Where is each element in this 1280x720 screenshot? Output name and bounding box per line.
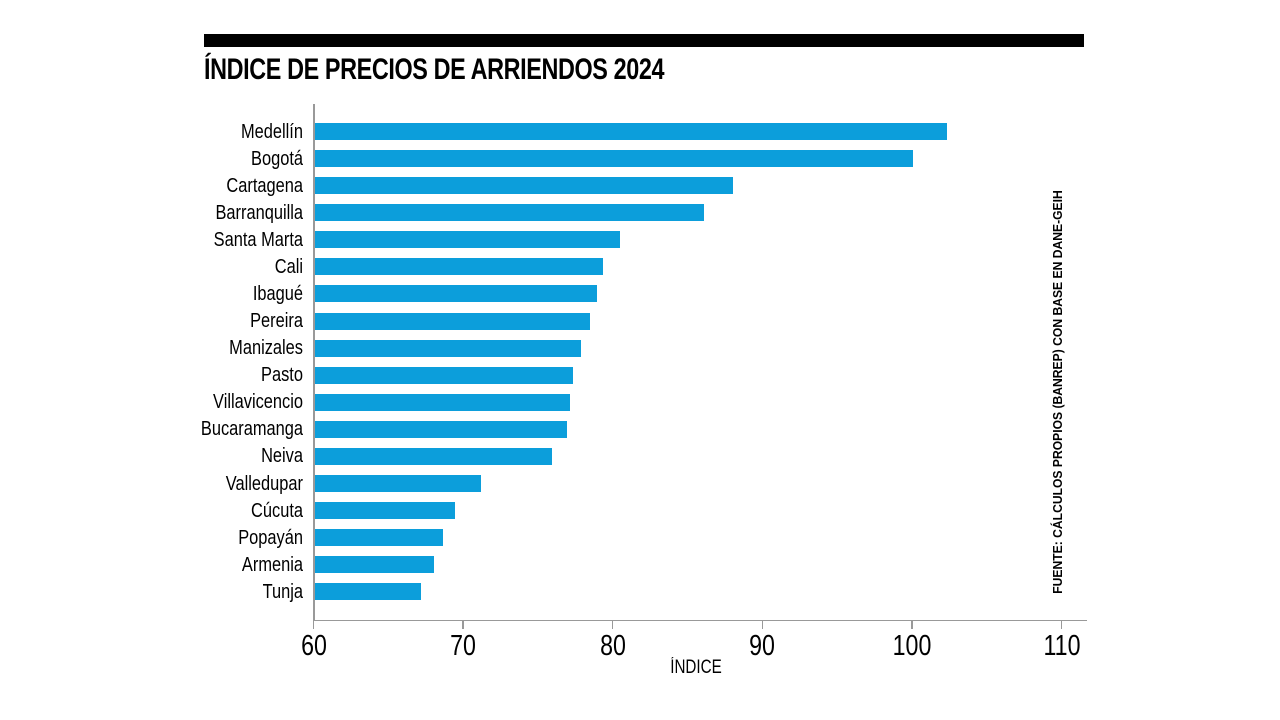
category-label: Santa Marta: [213, 228, 303, 251]
bar: [314, 420, 568, 438]
tick-mark: [611, 620, 614, 629]
category-label: Armenia: [241, 553, 303, 576]
chart-title: ÍNDICE DE PRECIOS DE ARRIENDOS 2024: [204, 53, 665, 86]
category-label: Cúcuta: [251, 499, 303, 522]
category-label: Ibagué: [252, 282, 303, 305]
x-axis-title: ÍNDICE: [670, 657, 722, 678]
category-label: Cartagena: [226, 174, 303, 197]
bar: [314, 556, 435, 574]
tick-mark: [462, 620, 464, 629]
bar: [314, 529, 444, 547]
bar: [314, 231, 620, 249]
category-label: Tunja: [262, 580, 303, 603]
category-label: Barranquilla: [215, 201, 303, 224]
tick-mark: [1060, 620, 1063, 629]
tick-label: 100: [892, 630, 932, 662]
title-rule: [204, 34, 1084, 47]
category-label: Villavicencio: [213, 391, 303, 414]
tick-label: 90: [749, 630, 776, 662]
category-label: Bogotá: [251, 147, 303, 170]
tick-label: 80: [599, 630, 626, 662]
tick-label: 110: [1043, 630, 1080, 662]
category-label: Neiva: [261, 445, 303, 468]
bar: [314, 502, 456, 520]
bar: [314, 583, 421, 601]
bar: [314, 258, 604, 276]
tick-mark: [761, 620, 764, 629]
bar: [314, 285, 598, 303]
bar: [314, 150, 913, 168]
bar: [314, 123, 948, 140]
category-label: Bucaramanga: [200, 418, 303, 441]
y-axis-line: [313, 104, 315, 621]
tick-label: 70: [450, 630, 476, 662]
bar: [314, 312, 590, 330]
bar: [314, 339, 581, 357]
tick-mark: [911, 620, 913, 629]
category-label: Pasto: [261, 364, 303, 387]
tick-label: 60: [300, 630, 327, 662]
bar: [314, 204, 704, 222]
bar: [314, 475, 481, 493]
category-label: Cali: [274, 255, 303, 278]
x-axis-line: [313, 619, 1087, 621]
tick-mark: [312, 620, 315, 629]
category-label: Popayán: [238, 526, 303, 549]
category-label: Pereira: [250, 310, 303, 333]
category-label: Medellín: [241, 120, 303, 143]
bar: [314, 447, 553, 465]
source-note: FUENTE: CÁLCULOS PROPIOS (BANREP) CON BA…: [1051, 190, 1065, 594]
bar: [314, 177, 734, 195]
category-label: Manizales: [229, 337, 303, 360]
bar: [314, 393, 571, 411]
category-label: Valledupar: [225, 472, 303, 495]
bar: [314, 366, 574, 384]
